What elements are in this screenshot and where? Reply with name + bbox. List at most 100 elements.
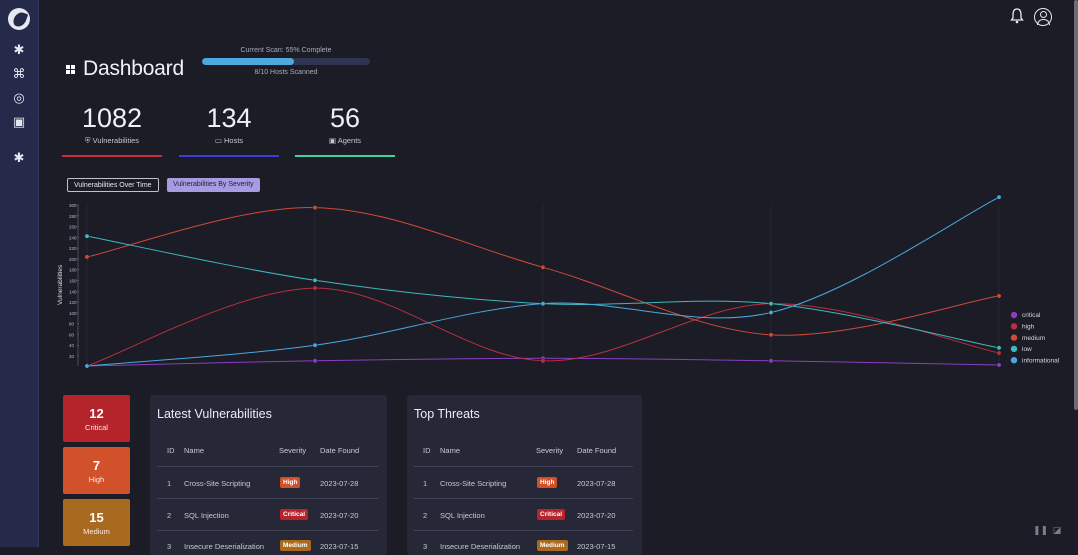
sidebar: ✱ ⌘ ◎ ▣ ✱ [0,0,39,547]
cell-id: 1 [167,479,172,488]
legend-label-medium: medium [1022,335,1045,342]
bug-icon[interactable]: ✱ [13,42,25,57]
y-tick-label: 300 [69,203,77,208]
legend-label-high: high [1022,324,1035,331]
data-point-low [768,301,774,307]
page-header: Dashboard [66,57,184,81]
cell-name[interactable]: Cross-Site Scripting [440,479,507,488]
severity-count: 12 [89,406,104,421]
pause-icon[interactable]: ❚❚ [1033,525,1049,535]
data-point-medium [996,293,1002,299]
latest-vulnerabilities-panel: Latest Vulnerabilities ID Name Severity … [150,395,387,555]
y-tick-label: 280 [69,214,77,219]
stat-label: Hosts [224,136,244,145]
cell-id: 1 [423,479,428,488]
divider [157,530,378,531]
data-point-informational [312,342,318,348]
severity-label: Medium [83,527,110,536]
data-point-low [312,277,318,283]
tab-vulnerabilities-over-time[interactable]: Vulnerabilities Over Time [67,178,159,192]
user-avatar-icon[interactable] [1034,8,1052,26]
y-tick-label: 200 [69,257,77,262]
divider [414,498,633,499]
y-tick-label: 20 [69,354,75,359]
legend-marker-medium [1010,334,1018,341]
data-point-low [84,233,90,239]
chat-icon[interactable]: ◪ [1052,525,1062,535]
stat-value: 56 [329,103,361,133]
y-tick-label: 100 [69,311,77,316]
network-icon[interactable]: ⌘ [12,66,26,81]
stat-hosts: 134 ▭ Hosts [179,102,279,145]
settings-icon[interactable]: ✱ [13,150,25,165]
scan-progress: Current Scan: 55% Complete 8/10 Hosts Sc… [202,47,370,76]
page-scrollbar[interactable] [1074,0,1078,410]
y-tick-label: 140 [69,289,77,294]
severity-badge: High [280,477,301,488]
scan-hosts-text: 8/10 Hosts Scanned [254,69,318,76]
app-logo-icon[interactable] [8,8,30,30]
y-tick-label: 180 [69,268,77,273]
col-header-name: Name [440,446,461,455]
divider [157,466,378,467]
stat-agents: 56 ▣ Agents [295,102,395,145]
y-tick-label: 120 [69,300,77,305]
agent-icon: ▣ [328,136,337,145]
cell-id: 2 [423,511,428,520]
cell-id: 2 [167,511,172,520]
data-point-high [312,285,318,291]
scan-progress-bar [202,58,370,65]
severity-card-medium[interactable]: 15 Medium [63,499,130,546]
page-title: Dashboard [83,57,184,80]
legend-marker-informational [1010,357,1018,364]
divider [157,498,378,499]
severity-card-high[interactable]: 7 High [63,447,130,494]
cell-name[interactable]: SQL Injection [184,511,229,520]
data-point-medium [84,254,90,260]
scan-status-text: Current Scan: 55% Complete [240,47,332,54]
y-tick-label: 40 [69,343,75,348]
data-point-high [996,350,1002,356]
severity-count: 15 [89,510,104,525]
legend-marker-high [1010,323,1018,330]
stat-label: Vulnerabilities [92,136,140,145]
data-point-low [996,345,1002,351]
target-icon[interactable]: ◎ [13,90,25,105]
data-point-high [540,358,546,364]
stat-value: 134 [206,103,252,133]
data-point-informational [84,363,90,369]
severity-badge: High [537,477,558,488]
cell-name[interactable]: SQL Injection [440,511,485,520]
legend-label-critical: critical [1022,312,1041,319]
col-header-severity: Severity [279,446,307,455]
severity-label: High [88,475,105,484]
severity-card-critical[interactable]: 12 Critical [63,395,130,442]
data-point-medium [540,264,546,270]
col-header-severity: Severity [536,446,564,455]
col-header-id: ID [167,446,175,455]
severity-badge: Critical [280,509,309,520]
data-point-informational [540,301,546,307]
cell-date: 2023-07-28 [577,479,616,488]
divider [414,530,633,531]
y-axis-label: Vulnerabilities [57,264,64,305]
legend-label-informational: informational [1022,357,1060,364]
stat-vulnerabilities: 1082 ⛨ Vulnerabilities [62,102,162,146]
scan-progress-fill [202,58,295,65]
vulnerability-line-chart: 20 40 60 80 100 120 140 160 180 200 220 240 260 280 30… [57,194,1060,369]
cell-date: 2023-07-20 [577,511,616,520]
cell-name[interactable]: Cross-Site Scripting [184,479,251,488]
y-tick-label: 260 [69,225,77,230]
terminal-icon[interactable]: ▣ [12,114,26,129]
stat-underline [179,155,279,157]
y-tick-label: 80 [69,322,75,327]
col-header-id: ID [423,446,431,455]
shield-icon: ⛨ [84,136,91,145]
tab-vulnerabilities-by-severity[interactable]: Vulnerabilities By Severity [167,178,260,192]
panel-title: Latest Vulnerabilities [157,407,272,421]
data-point-critical [996,362,1002,368]
severity-badge: Medium [280,540,311,551]
stat-value: 1082 [81,103,143,133]
bell-icon[interactable] [1010,8,1024,24]
data-point-medium [768,332,774,338]
